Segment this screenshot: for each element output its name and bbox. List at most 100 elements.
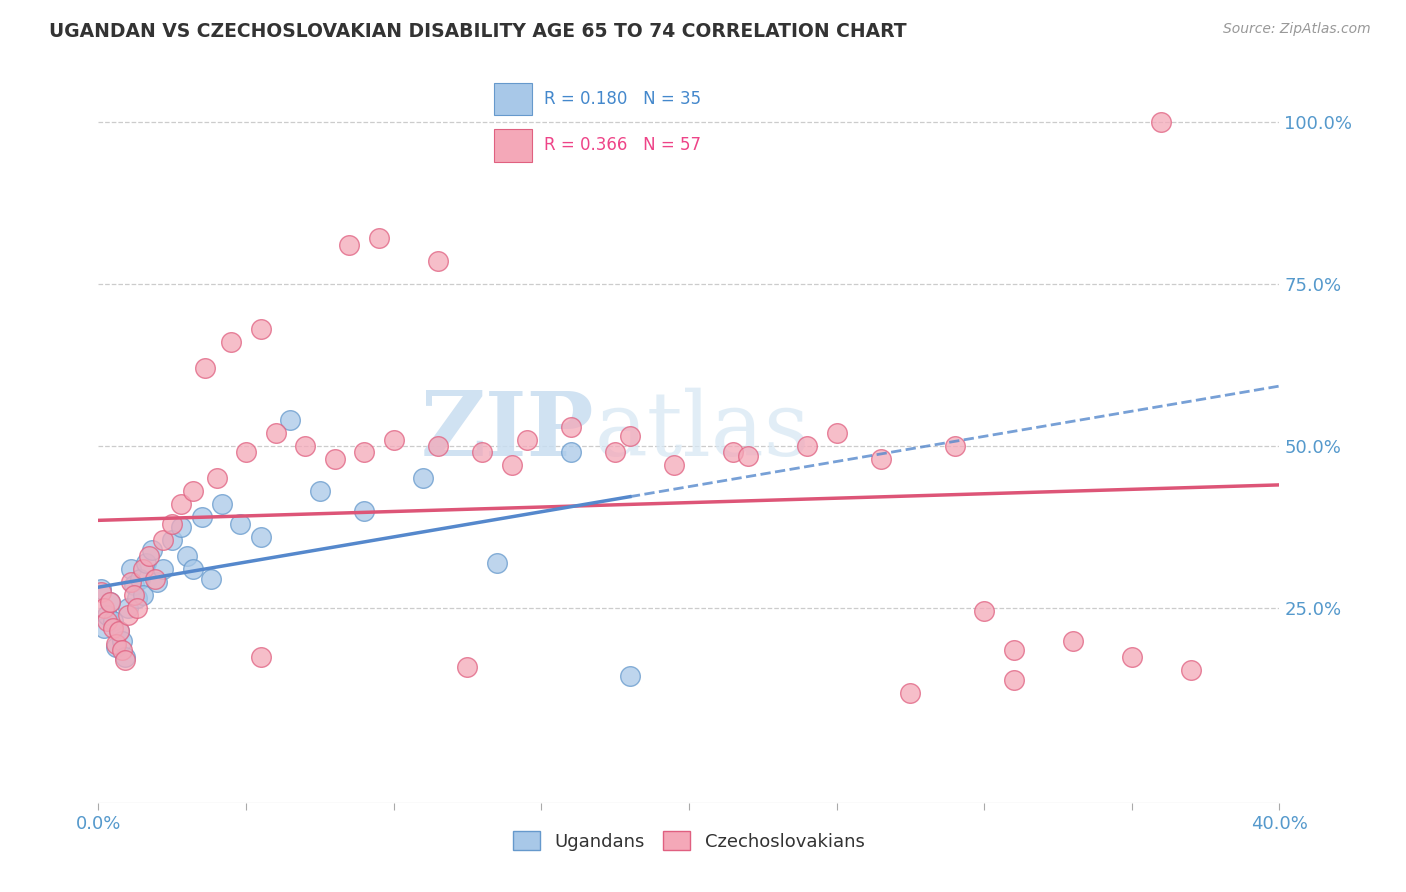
Point — [323, 452, 346, 467]
Point — [973, 604, 995, 618]
Point — [108, 624, 131, 638]
Point — [117, 607, 139, 622]
Point — [723, 445, 745, 459]
Point — [170, 520, 193, 534]
Point — [90, 582, 112, 596]
Point — [114, 653, 136, 667]
Text: ZIP: ZIP — [420, 388, 595, 475]
Point — [141, 542, 163, 557]
Point — [664, 458, 686, 473]
Point — [412, 471, 434, 485]
Point — [560, 419, 582, 434]
Point — [825, 425, 848, 440]
Point — [90, 585, 112, 599]
Point — [280, 413, 302, 427]
Point — [96, 614, 118, 628]
Point — [120, 575, 142, 590]
Point — [1180, 663, 1202, 677]
Point — [221, 335, 243, 350]
Point — [211, 497, 233, 511]
Point — [98, 595, 121, 609]
Point — [135, 556, 157, 570]
Point — [1002, 673, 1025, 687]
Point — [943, 439, 966, 453]
Point — [250, 649, 273, 664]
Point — [309, 484, 332, 499]
Bar — [494, 83, 533, 115]
Point — [205, 471, 228, 485]
Point — [132, 588, 155, 602]
Point — [105, 637, 128, 651]
Point — [619, 429, 641, 443]
Point — [250, 322, 273, 336]
Point — [619, 669, 641, 683]
Point — [605, 445, 627, 459]
Point — [250, 530, 273, 544]
Point — [737, 449, 759, 463]
Text: atlas: atlas — [595, 388, 810, 475]
Point — [427, 439, 450, 453]
Point — [103, 621, 125, 635]
Point — [382, 433, 405, 447]
Point — [1121, 649, 1143, 664]
Point — [132, 562, 155, 576]
Point — [294, 439, 316, 453]
Point — [1062, 633, 1084, 648]
Point — [191, 510, 214, 524]
Point — [111, 643, 134, 657]
Point — [264, 425, 287, 440]
Point — [146, 575, 169, 590]
Point — [111, 633, 134, 648]
Point — [229, 516, 252, 531]
Point — [96, 607, 118, 622]
Point — [870, 452, 893, 467]
Text: UGANDAN VS CZECHOSLOVAKIAN DISABILITY AGE 65 TO 74 CORRELATION CHART: UGANDAN VS CZECHOSLOVAKIAN DISABILITY AG… — [49, 22, 907, 41]
Point — [162, 533, 183, 547]
Point — [796, 439, 818, 453]
Point — [560, 445, 582, 459]
Point — [200, 572, 222, 586]
Point — [1150, 114, 1173, 128]
Point — [125, 601, 148, 615]
Text: Source: ZipAtlas.com: Source: ZipAtlas.com — [1223, 22, 1371, 37]
Point — [181, 562, 204, 576]
Point — [501, 458, 523, 473]
Text: R = 0.180   N = 35: R = 0.180 N = 35 — [544, 90, 702, 108]
Point — [138, 549, 160, 564]
Point — [1002, 643, 1025, 657]
Point — [235, 445, 257, 459]
Point — [162, 516, 183, 531]
Point — [125, 591, 148, 606]
Point — [152, 533, 174, 547]
Point — [103, 614, 125, 628]
Point — [427, 254, 450, 268]
Point — [105, 640, 128, 654]
Point — [368, 231, 391, 245]
Point — [108, 624, 131, 638]
Point — [93, 621, 115, 635]
Point — [181, 484, 204, 499]
Point — [128, 572, 150, 586]
Point — [353, 504, 375, 518]
Point — [143, 572, 166, 586]
Point — [114, 649, 136, 664]
Point — [486, 556, 509, 570]
Point — [98, 595, 121, 609]
Bar — [494, 128, 533, 161]
Point — [900, 685, 922, 699]
Point — [117, 601, 139, 615]
Point — [170, 497, 193, 511]
Legend: Ugandans, Czechoslovakians: Ugandans, Czechoslovakians — [506, 824, 872, 858]
Point — [457, 659, 479, 673]
Point — [120, 562, 142, 576]
Point — [122, 588, 145, 602]
Text: R = 0.366   N = 57: R = 0.366 N = 57 — [544, 136, 702, 154]
Point — [152, 562, 174, 576]
Point — [516, 433, 538, 447]
Point — [122, 578, 145, 592]
Point — [176, 549, 198, 564]
Point — [194, 361, 217, 376]
Point — [93, 601, 115, 615]
Point — [353, 445, 375, 459]
Point — [339, 238, 361, 252]
